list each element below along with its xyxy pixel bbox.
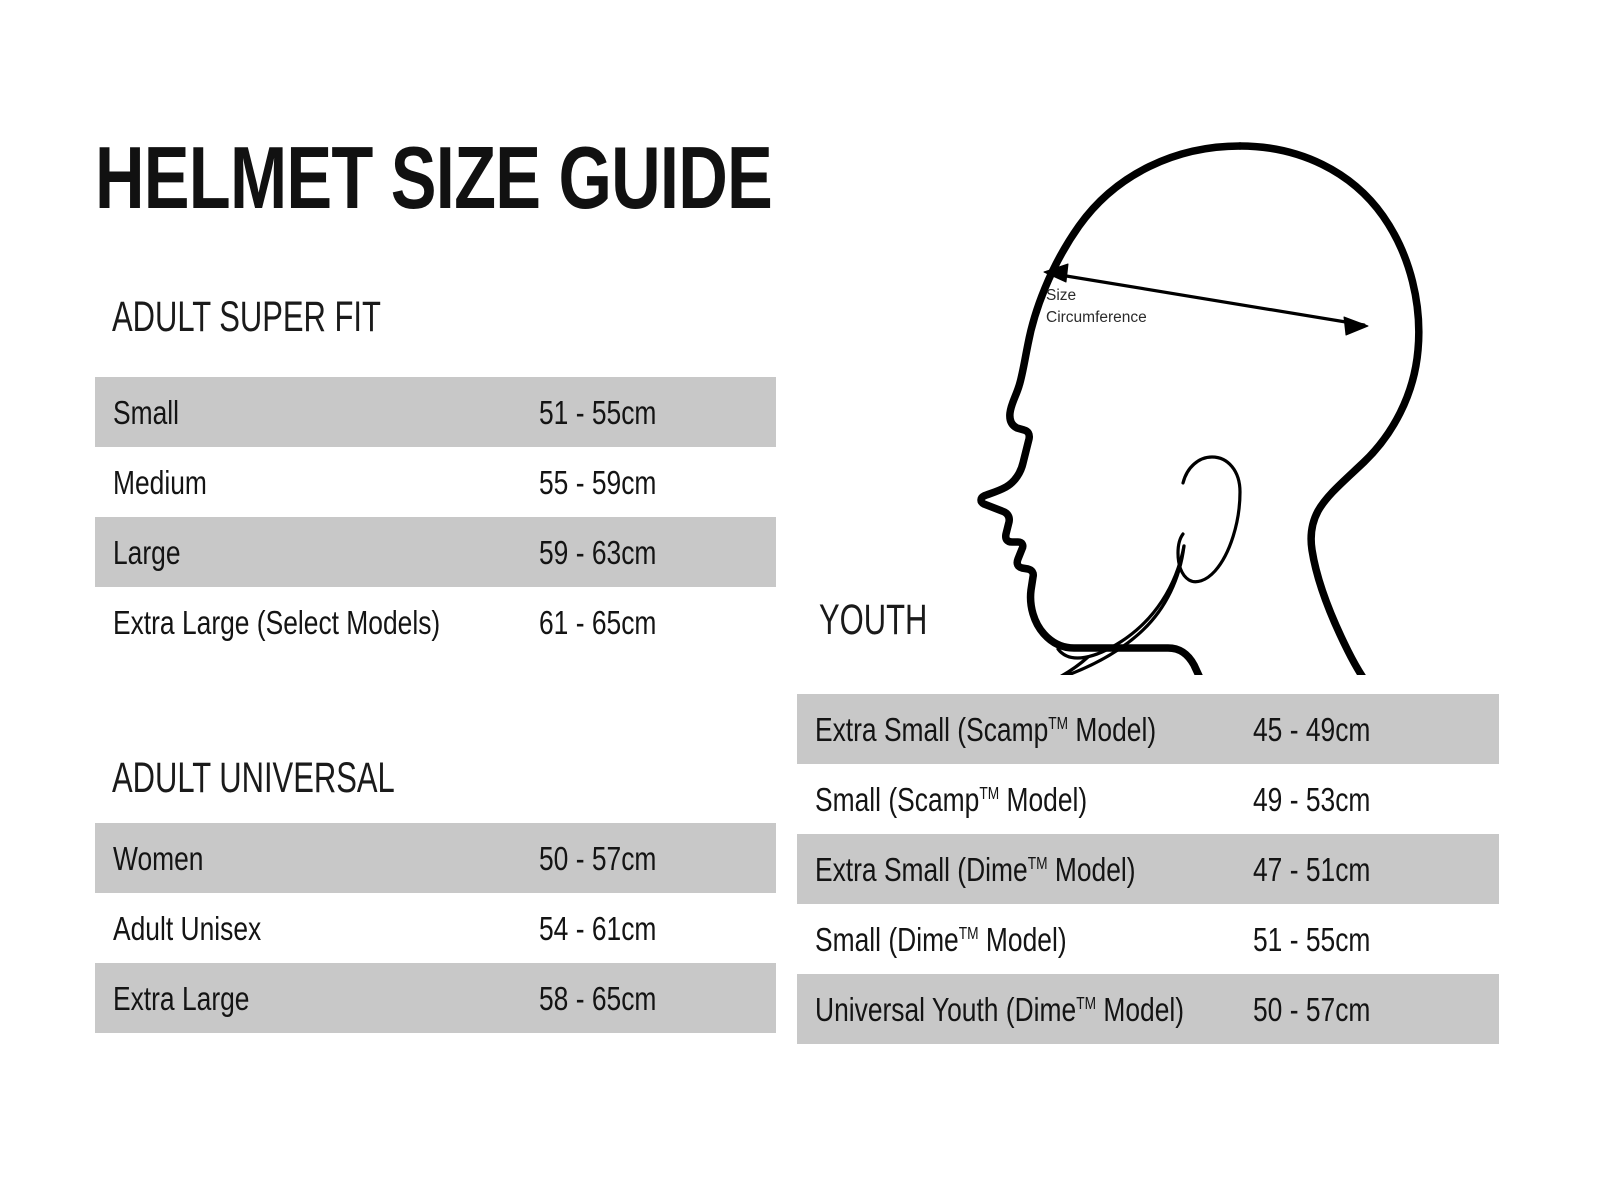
row-value: 59 - 63cm — [539, 533, 657, 571]
trademark-mark: TM — [958, 922, 979, 943]
row-value: 55 - 59cm — [539, 463, 657, 501]
section-heading-adult-universal: ADULT UNIVERSAL — [112, 754, 395, 802]
head-profile-illustration — [940, 130, 1500, 675]
size-table-adult-universal: Women 50 - 57cm Adult Unisex 54 - 61cm E… — [95, 823, 776, 1033]
section-heading-youth: YOUTH — [819, 596, 928, 644]
jaw-sweep-path — [1056, 544, 1186, 660]
row-label: Extra Small (ScampTM Model) — [815, 710, 1157, 748]
row-label: Large — [113, 533, 181, 571]
row-label: Extra Large — [113, 979, 250, 1017]
row-label: Extra Large (Select Models) — [113, 603, 441, 641]
table-row: Universal Youth (DimeTM Model) 50 - 57cm — [797, 974, 1499, 1044]
row-value: 45 - 49cm — [1253, 710, 1371, 748]
measure-label-line-2: Circumference — [1046, 309, 1147, 326]
row-value: 50 - 57cm — [1253, 990, 1371, 1028]
row-label: Extra Small (DimeTM Model) — [815, 850, 1136, 888]
table-row: Extra Small (ScampTM Model) 45 - 49cm — [797, 694, 1499, 764]
table-row: Extra Large (Select Models) 61 - 65cm — [95, 587, 776, 657]
row-value: 51 - 55cm — [539, 393, 657, 431]
table-row: Extra Small (DimeTM Model) 47 - 51cm — [797, 834, 1499, 904]
head-outline-path — [977, 142, 1244, 675]
row-value: 54 - 61cm — [539, 909, 657, 947]
table-row: Small 51 - 55cm — [95, 377, 776, 447]
skull-back-path — [1236, 142, 1423, 675]
table-row: Adult Unisex 54 - 61cm — [95, 893, 776, 963]
row-label: Small (DimeTM Model) — [815, 920, 1067, 958]
row-value: 49 - 53cm — [1253, 780, 1371, 818]
trademark-mark: TM — [1027, 852, 1048, 873]
row-label: Adult Unisex — [113, 909, 262, 947]
row-value: 50 - 57cm — [539, 839, 657, 877]
table-row: Large 59 - 63cm — [95, 517, 776, 587]
table-row: Small (ScampTM Model) 49 - 53cm — [797, 764, 1499, 834]
size-circumference-label: Size Circumference — [1046, 285, 1147, 329]
ear-path — [1176, 455, 1242, 584]
trademark-mark: TM — [1076, 992, 1097, 1013]
size-table-adult-super-fit: Small 51 - 55cm Medium 55 - 59cm Large 5… — [95, 377, 776, 657]
table-row: Extra Large 58 - 65cm — [95, 963, 776, 1033]
row-value: 58 - 65cm — [539, 979, 657, 1017]
size-table-youth: Extra Small (ScampTM Model) 45 - 49cm Sm… — [797, 694, 1499, 1044]
row-value: 51 - 55cm — [1253, 920, 1371, 958]
table-row: Small (DimeTM Model) 51 - 55cm — [797, 904, 1499, 974]
section-heading-adult-super-fit: ADULT SUPER FIT — [112, 293, 381, 341]
head-profile-svg — [977, 142, 1423, 675]
row-label: Small (ScampTM Model) — [815, 780, 1088, 818]
trademark-mark: TM — [979, 782, 1000, 803]
measure-label-line-1: Size — [1046, 287, 1077, 304]
row-label: Small — [113, 393, 180, 431]
table-row: Women 50 - 57cm — [95, 823, 776, 893]
row-value: 47 - 51cm — [1253, 850, 1371, 888]
size-circumference-arrow — [1043, 263, 1369, 336]
row-label: Universal Youth (DimeTM Model) — [815, 990, 1185, 1028]
trademark-mark: TM — [1048, 712, 1069, 733]
jawline-path — [1059, 544, 1186, 675]
page-title: HELMET SIZE GUIDE — [95, 128, 773, 227]
row-label: Women — [113, 839, 204, 877]
table-row: Medium 55 - 59cm — [95, 447, 776, 517]
row-value: 61 - 65cm — [539, 603, 657, 641]
row-label: Medium — [113, 463, 207, 501]
